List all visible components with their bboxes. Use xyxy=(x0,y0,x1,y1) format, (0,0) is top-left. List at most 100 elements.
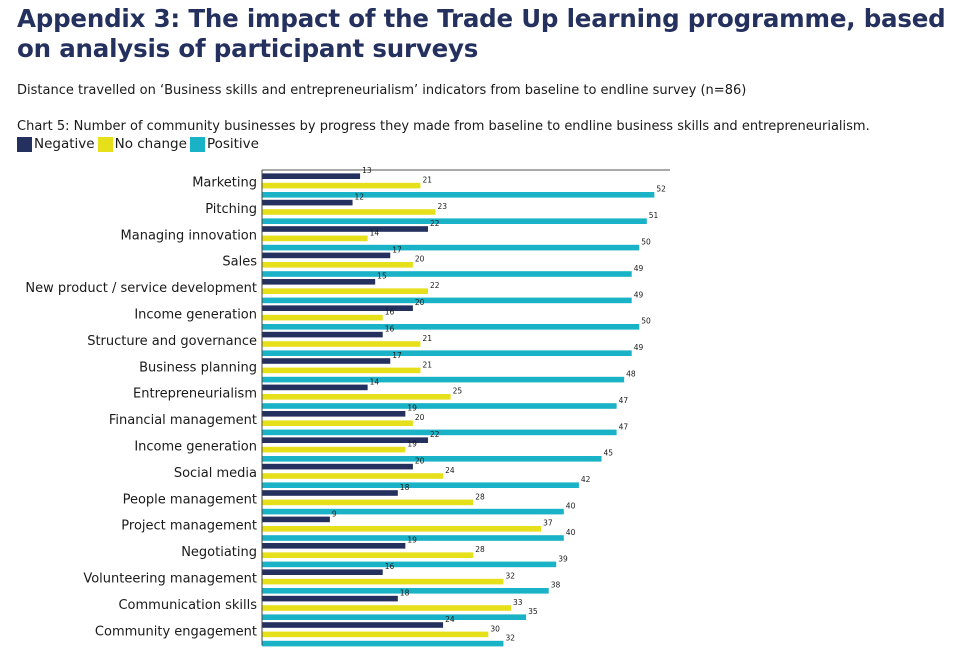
data-label-positive: 49 xyxy=(634,343,644,352)
data-label-positive: 47 xyxy=(619,422,629,431)
data-label-no-change: 20 xyxy=(415,413,425,422)
data-label-negative: 18 xyxy=(400,483,410,492)
bar-no-change xyxy=(262,367,421,374)
legend-item-no-change: No change xyxy=(97,136,187,152)
data-label-no-change: 19 xyxy=(407,440,417,449)
category-label: Managing innovation xyxy=(121,228,257,243)
bar-no-change xyxy=(262,341,421,347)
legend-label-positive: Positive xyxy=(206,136,259,152)
category-label: People management xyxy=(123,492,257,507)
data-label-negative: 19 xyxy=(407,404,417,413)
data-label-positive: 32 xyxy=(505,634,515,643)
data-label-no-change: 21 xyxy=(422,176,432,185)
bar-negative xyxy=(262,490,398,496)
bar-negative xyxy=(262,384,368,391)
bar-no-change xyxy=(262,526,542,532)
data-label-positive: 51 xyxy=(649,211,659,220)
data-label-negative: 14 xyxy=(370,377,380,386)
bar-no-change xyxy=(262,182,421,189)
data-label-positive: 45 xyxy=(604,449,614,458)
data-label-positive: 52 xyxy=(656,185,666,194)
bar-positive xyxy=(262,482,579,488)
data-label-no-change: 16 xyxy=(385,308,395,317)
bar-positive xyxy=(262,614,527,620)
bar-no-change xyxy=(262,473,444,479)
bar-positive xyxy=(262,403,617,409)
data-label-positive: 47 xyxy=(619,396,629,405)
category-label: Sales xyxy=(222,255,257,270)
bar-negative xyxy=(262,226,428,232)
bar-negative xyxy=(262,331,383,338)
bar-no-change xyxy=(262,235,368,242)
data-label-negative: 16 xyxy=(385,325,395,334)
data-label-no-change: 21 xyxy=(422,334,432,343)
data-label-no-change: 25 xyxy=(453,387,463,396)
bar-no-change xyxy=(262,578,504,585)
data-label-negative: 15 xyxy=(377,272,387,281)
data-label-no-change: 20 xyxy=(415,255,425,264)
bar-negative xyxy=(262,463,413,470)
data-label-positive: 48 xyxy=(626,370,636,379)
data-label-no-change: 22 xyxy=(430,281,440,290)
category-label: Communication skills xyxy=(118,598,257,613)
bar-no-change xyxy=(262,499,474,506)
bar-negative xyxy=(262,595,398,602)
category-label: Volunteering management xyxy=(83,572,257,587)
data-label-positive: 35 xyxy=(528,607,538,616)
data-label-negative: 17 xyxy=(392,351,402,360)
data-label-negative: 9 xyxy=(332,509,337,518)
category-label: Income generation xyxy=(134,440,257,455)
category-label: Social media xyxy=(174,466,257,481)
bar-positive xyxy=(262,192,655,198)
data-label-no-change: 37 xyxy=(543,519,553,528)
legend-swatch-no-change xyxy=(97,136,113,152)
legend-label-negative: Negative xyxy=(34,136,95,152)
chart-legend: Negative No change Positive xyxy=(17,136,262,152)
bar-no-change xyxy=(262,631,489,638)
category-label: Project management xyxy=(121,519,257,534)
data-label-no-change: 32 xyxy=(505,572,515,581)
data-label-positive: 50 xyxy=(641,238,651,247)
data-label-no-change: 14 xyxy=(370,228,380,237)
bar-negative xyxy=(262,569,383,575)
bar-positive xyxy=(262,429,617,436)
category-label: New product / service development xyxy=(25,281,257,296)
bar-negative xyxy=(262,411,406,417)
data-label-negative: 17 xyxy=(392,245,402,254)
data-label-no-change: 33 xyxy=(513,598,523,607)
bar-no-change xyxy=(262,552,474,558)
bar-negative xyxy=(262,516,330,523)
bar-chart: Marketing 13 21 52 Pitching 12 23 51 Managing in… xyxy=(25,166,670,647)
legend-item-positive: Positive xyxy=(189,136,259,152)
bar-positive xyxy=(262,508,564,515)
data-label-positive: 49 xyxy=(634,264,644,273)
bar-negative xyxy=(262,305,413,311)
bar-no-change xyxy=(262,605,511,611)
category-label: Negotiating xyxy=(181,545,257,560)
data-label-negative: 24 xyxy=(445,615,455,624)
data-label-negative: 19 xyxy=(407,536,417,545)
bar-positive xyxy=(262,350,632,356)
bar-positive xyxy=(262,324,640,330)
bar-negative xyxy=(262,279,376,285)
bar-positive xyxy=(262,456,602,462)
bar-negative xyxy=(262,437,428,443)
data-label-positive: 42 xyxy=(581,475,591,484)
bar-positive xyxy=(262,588,549,594)
category-label: Structure and governance xyxy=(87,334,257,349)
bar-positive xyxy=(262,297,632,304)
bar-positive xyxy=(262,271,632,277)
data-label-no-change: 23 xyxy=(438,202,448,211)
data-label-no-change: 21 xyxy=(422,360,432,369)
category-label: Community engagement xyxy=(95,624,257,639)
legend-swatch-negative xyxy=(17,136,32,152)
bar-negative xyxy=(262,173,361,179)
bar-negative xyxy=(262,252,391,259)
data-label-negative: 22 xyxy=(430,219,440,228)
data-label-positive: 39 xyxy=(558,554,568,563)
data-label-positive: 49 xyxy=(634,290,644,299)
data-label-negative: 22 xyxy=(430,430,440,439)
data-label-negative: 12 xyxy=(355,193,365,202)
bar-no-change xyxy=(262,262,413,268)
data-label-positive: 40 xyxy=(566,502,576,511)
